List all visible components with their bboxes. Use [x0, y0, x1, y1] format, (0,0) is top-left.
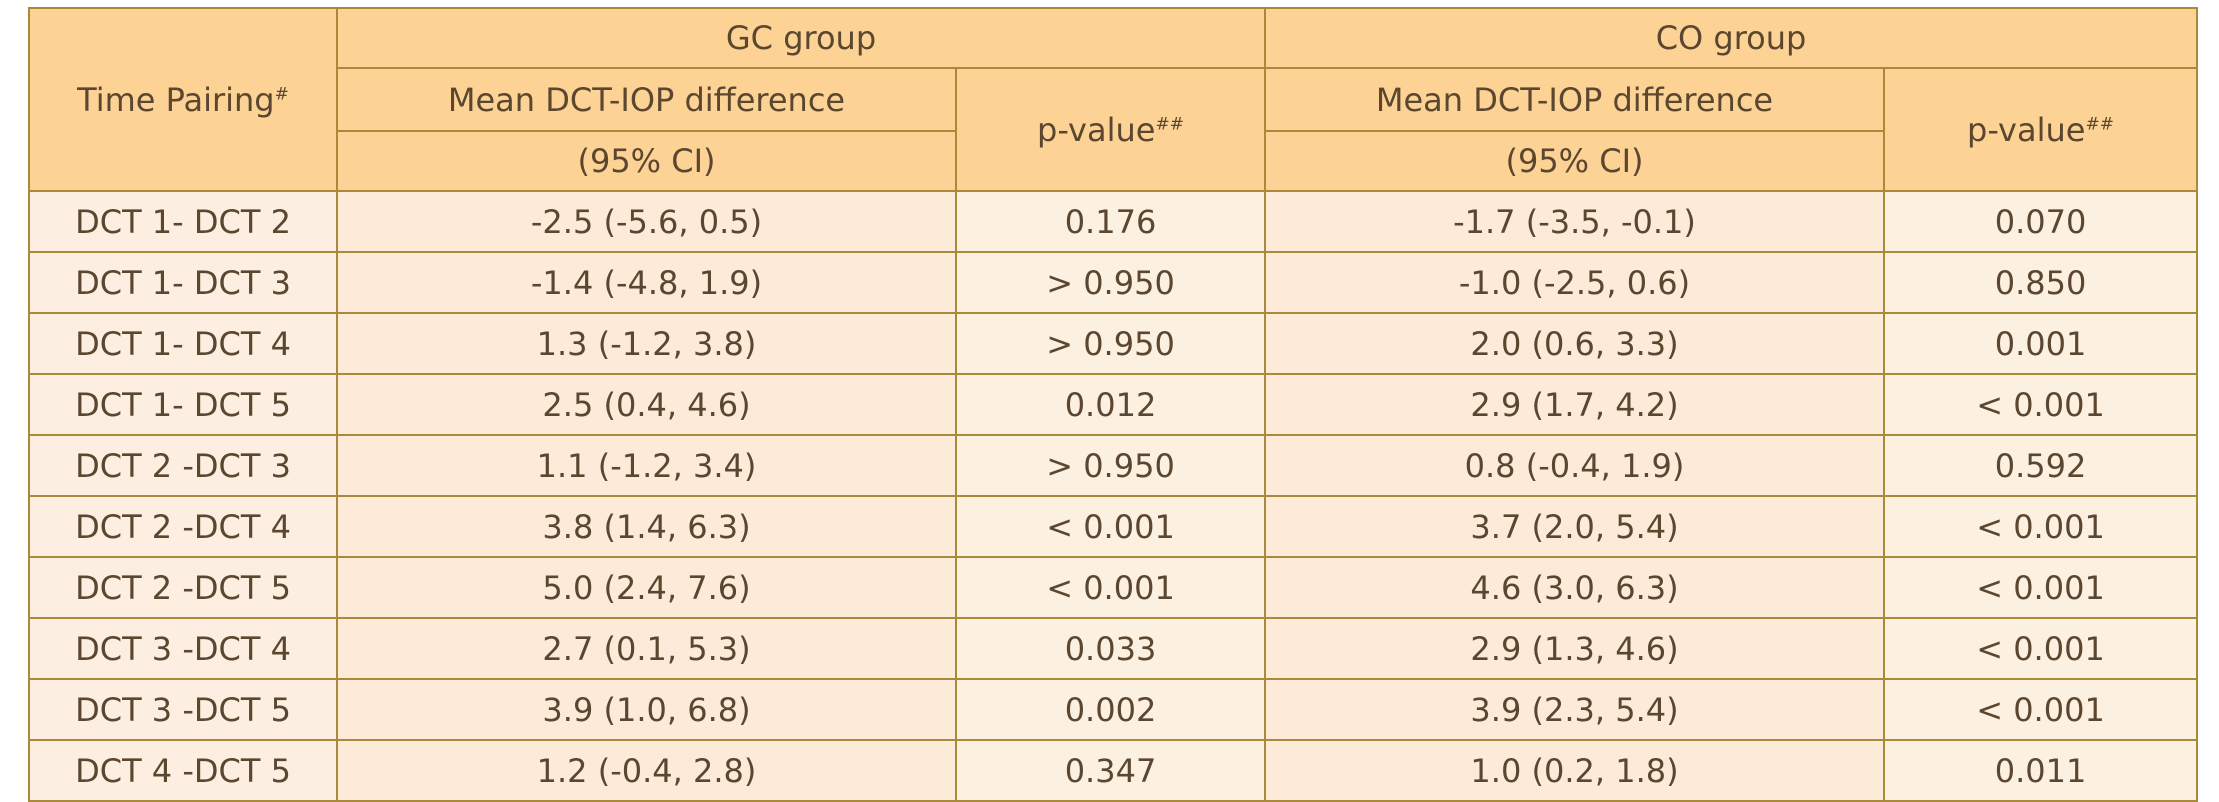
co-mean-cell: -1.7 (-3.5, -0.1) — [1264, 190, 1885, 253]
co-p-value-cell: 0.592 — [1882, 434, 2199, 497]
table-row: DCT 4 -DCT 5 1.2 (-0.4, 2.8) 0.347 1.0 (0.2… — [28, 739, 2199, 802]
time-pairing-cell: DCT 1- DCT 2 — [28, 190, 338, 253]
co-mean-cell: 0.8 (-0.4, 1.9) — [1264, 434, 1885, 497]
co-mean-cell: 2.9 (1.3, 4.6) — [1264, 617, 1885, 680]
co-mean-cell: 2.9 (1.7, 4.2) — [1264, 373, 1885, 436]
gc-p-value-cell: 0.002 — [955, 678, 1266, 741]
gc-mean-cell: 1.2 (-0.4, 2.8) — [336, 739, 957, 802]
time-pairing-cell: DCT 3 -DCT 4 — [28, 617, 338, 680]
table-row: DCT 3 -DCT 5 3.9 (1.0, 6.8) 0.002 3.9 (2.3,… — [28, 678, 2199, 741]
co-p-value-cell: < 0.001 — [1882, 495, 2199, 558]
co-mean-cell: 3.9 (2.3, 5.4) — [1264, 678, 1885, 741]
table-header: Time Pairing# GC group CO group Mean DCT… — [28, 7, 2199, 192]
co-p-value-cell: < 0.001 — [1882, 678, 2199, 741]
gc-p-value-cell: > 0.950 — [955, 434, 1266, 497]
time-pairing-cell: DCT 2 -DCT 5 — [28, 556, 338, 619]
gc-mean-cell: 3.9 (1.0, 6.8) — [336, 678, 957, 741]
gc-p-value-cell: 0.033 — [955, 617, 1266, 680]
co-mean-cell: 1.0 (0.2, 1.8) — [1264, 739, 1885, 802]
gc-p-value-cell: < 0.001 — [955, 556, 1266, 619]
gc-p-value-cell: > 0.950 — [955, 312, 1266, 375]
co-mean-cell: 2.0 (0.6, 3.3) — [1264, 312, 1885, 375]
time-pairing-header: Time Pairing# — [28, 7, 338, 192]
co-p-value-cell: < 0.001 — [1882, 373, 2199, 436]
table-row: DCT 1- DCT 3 -1.4 (-4.8, 1.9) > 0.950 -1.0 … — [28, 251, 2199, 314]
time-pairing-cell: DCT 4 -DCT 5 — [28, 739, 338, 802]
co-group-header: CO group — [1263, 7, 2199, 69]
gc-p-value-cell: 0.012 — [955, 373, 1266, 436]
co-p-value-cell: < 0.001 — [1882, 556, 2199, 619]
table-row: DCT 2 -DCT 4 3.8 (1.4, 6.3) < 0.001 3.7 (2.… — [28, 495, 2199, 558]
time-pairing-cell: DCT 3 -DCT 5 — [28, 678, 338, 741]
gc-mean-header-line2: (95% CI) — [336, 130, 957, 192]
co-mean-cell: 4.6 (3.0, 6.3) — [1264, 556, 1885, 619]
co-p-value-cell: 0.001 — [1882, 312, 2199, 375]
time-pairing-label: Time Pairing — [77, 80, 275, 119]
co-p-value-cell: < 0.001 — [1882, 617, 2199, 680]
gc-p-value-footnote-mark: ## — [1155, 113, 1184, 134]
table-row: DCT 2 -DCT 3 1.1 (-1.2, 3.4) > 0.950 0.8 (-… — [28, 434, 2199, 497]
gc-mean-cell: -1.4 (-4.8, 1.9) — [336, 251, 957, 314]
gc-mean-cell: 5.0 (2.4, 7.6) — [336, 556, 957, 619]
gc-p-value-label: p-value — [1037, 110, 1156, 149]
gc-mean-cell: 2.5 (0.4, 4.6) — [336, 373, 957, 436]
time-pairing-footnote-mark: # — [274, 83, 289, 104]
co-mean-header-line2: (95% CI) — [1264, 130, 1885, 192]
co-mean-cell: 3.7 (2.0, 5.4) — [1264, 495, 1885, 558]
stats-table: Time Pairing# GC group CO group Mean DCT… — [28, 7, 2199, 802]
gc-p-value-cell: 0.347 — [955, 739, 1266, 802]
gc-p-value-header: p-value## — [955, 67, 1266, 192]
time-pairing-cell: DCT 1- DCT 4 — [28, 312, 338, 375]
time-pairing-cell: DCT 2 -DCT 3 — [28, 434, 338, 497]
co-p-value-cell: 0.850 — [1882, 251, 2199, 314]
gc-p-value-cell: < 0.001 — [955, 495, 1266, 558]
co-p-value-cell: 0.070 — [1882, 190, 2199, 253]
gc-p-value-cell: 0.176 — [955, 190, 1266, 253]
gc-p-value-cell: > 0.950 — [955, 251, 1266, 314]
table-row: DCT 1- DCT 5 2.5 (0.4, 4.6) 0.012 2.9 (1.7,… — [28, 373, 2199, 436]
table-row: DCT 3 -DCT 4 2.7 (0.1, 5.3) 0.033 2.9 (1.3,… — [28, 617, 2199, 680]
gc-mean-header-line1: Mean DCT-IOP difference — [336, 67, 957, 132]
co-mean-header-line1: Mean DCT-IOP difference — [1264, 67, 1885, 132]
co-p-value-header: p-value## — [1882, 67, 2199, 192]
co-p-value-footnote-mark: ## — [2085, 113, 2114, 134]
time-pairing-cell: DCT 1- DCT 5 — [28, 373, 338, 436]
time-pairing-cell: DCT 2 -DCT 4 — [28, 495, 338, 558]
table-row: DCT 1- DCT 4 1.3 (-1.2, 3.8) > 0.950 2.0 (0… — [28, 312, 2199, 375]
co-p-value-cell: 0.011 — [1882, 739, 2199, 802]
gc-group-header: GC group — [336, 7, 1266, 69]
gc-mean-cell: -2.5 (-5.6, 0.5) — [336, 190, 957, 253]
gc-mean-cell: 1.1 (-1.2, 3.4) — [336, 434, 957, 497]
table-body: DCT 1- DCT 2 -2.5 (-5.6, 0.5) 0.176 -1.7 (-… — [28, 190, 2199, 802]
gc-mean-cell: 1.3 (-1.2, 3.8) — [336, 312, 957, 375]
table-row: DCT 1- DCT 2 -2.5 (-5.6, 0.5) 0.176 -1.7 (-… — [28, 190, 2199, 253]
table-row: DCT 2 -DCT 5 5.0 (2.4, 7.6) < 0.001 4.6 (3.… — [28, 556, 2199, 619]
co-mean-cell: -1.0 (-2.5, 0.6) — [1264, 251, 1885, 314]
time-pairing-cell: DCT 1- DCT 3 — [28, 251, 338, 314]
co-p-value-label: p-value — [1967, 110, 2086, 149]
gc-mean-cell: 2.7 (0.1, 5.3) — [336, 617, 957, 680]
gc-mean-cell: 3.8 (1.4, 6.3) — [336, 495, 957, 558]
